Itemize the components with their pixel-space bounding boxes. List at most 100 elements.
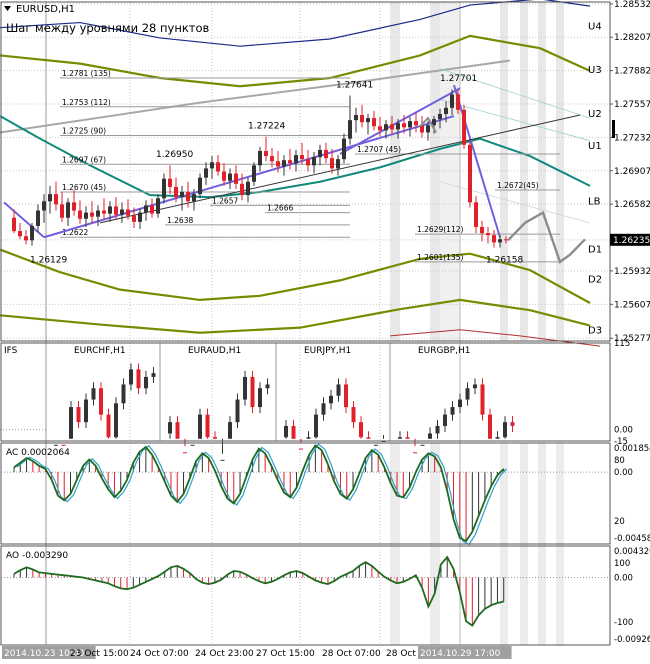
- mini-candle-body: [121, 384, 126, 404]
- x-tick-label: 2014.10.23 10:00: [4, 649, 85, 659]
- candle-body: [222, 171, 226, 181]
- candle-body: [96, 210, 100, 217]
- candle-body: [48, 194, 52, 202]
- level-name-label: U1: [588, 141, 602, 152]
- candle-body: [462, 109, 466, 145]
- candle-body: [204, 168, 208, 178]
- channel-line: [99, 114, 581, 224]
- candle-body: [390, 124, 394, 130]
- level-label: 1.2753 (112): [62, 98, 111, 107]
- level-label: 1.2629(112): [417, 225, 463, 234]
- mini-candle-body: [336, 384, 341, 396]
- mini-candle-body: [265, 384, 270, 389]
- candle-body: [102, 210, 106, 214]
- indicator-y-tick: 0.0043266: [614, 547, 650, 557]
- level-name-label: LB: [588, 196, 601, 207]
- indicator-y-tick: -0.0045871: [614, 534, 650, 544]
- candle-body: [72, 202, 76, 211]
- candle-body: [234, 173, 238, 184]
- price-marker-label: 1.27701: [440, 74, 477, 84]
- time-band: [520, 2, 528, 341]
- level-name-label: D3: [588, 326, 602, 337]
- candle-body: [132, 215, 136, 222]
- mini-candle-body: [374, 444, 378, 446]
- mini-candle-body: [420, 444, 425, 446]
- candle-body: [90, 212, 94, 217]
- candle-body: [492, 235, 496, 243]
- x-tick-label: 28 Oct 07:00: [322, 649, 381, 659]
- fan-line: [439, 181, 591, 224]
- pane-frame: [0, 1, 611, 342]
- indicator-y-tick: 0.00: [614, 574, 633, 584]
- signal-line: [16, 443, 508, 546]
- y-tick-label: 1.25277: [614, 334, 650, 344]
- mini-candle-body: [458, 399, 462, 408]
- mini-candle-body: [106, 414, 111, 438]
- mini-candle-body: [243, 376, 247, 400]
- candle-body: [306, 159, 310, 166]
- mini-candle-body: [359, 422, 363, 438]
- candle-body: [396, 123, 400, 130]
- level-label: 1.2670 (45): [62, 183, 106, 192]
- candle-body: [12, 217, 16, 232]
- candle-body: [456, 94, 460, 110]
- channel-line: [3, 201, 45, 238]
- candle-body: [378, 126, 382, 131]
- multi-y-tick: -15: [614, 437, 628, 447]
- main-chart-layer: 1.2781 (135) 1.2753 (112) 1.2725 (90) 1.269…: [0, 0, 602, 347]
- level-label: 1.2666: [267, 204, 293, 213]
- candle-body: [408, 121, 412, 128]
- envelope-d3: [0, 298, 591, 334]
- candle-body: [348, 120, 352, 139]
- candle-body: [342, 138, 346, 160]
- candle-body: [60, 204, 64, 218]
- indicator-line: [13, 444, 505, 543]
- time-band: [500, 2, 508, 341]
- multi-chart-layer: IFS EURCHF,H1 EURAUD,H1 EURJPY,H1 EURGBP,H1: [0, 343, 515, 461]
- projection-mark: [419, 116, 437, 133]
- mini-candle-body: [198, 414, 202, 439]
- candle-body: [36, 210, 40, 226]
- candle-body: [414, 121, 418, 126]
- mini-candle-body: [144, 376, 148, 389]
- price-marker-label: 1.26158: [486, 256, 523, 266]
- mini-candle-body: [220, 459, 225, 461]
- x-tick-label: 24 Oct 07:00: [130, 649, 189, 659]
- candle-body: [24, 236, 28, 241]
- mini-candle-body: [228, 422, 232, 439]
- candle-body: [162, 178, 166, 199]
- level-name-label: D2: [588, 274, 602, 285]
- envelope-u4: [0, 0, 591, 47]
- candle-body: [138, 212, 142, 222]
- mini-candle-body: [129, 369, 133, 385]
- mini-candle-body: [428, 433, 432, 439]
- candle-body: [498, 239, 502, 243]
- scroll-indicator: [612, 120, 615, 138]
- multi-pane-title: IFS: [4, 346, 18, 356]
- mini-candle-body: [291, 425, 296, 439]
- mini-candle-body: [495, 437, 500, 439]
- candle-body: [264, 150, 268, 157]
- mini-candle-body: [299, 448, 303, 450]
- current-price-label: 1.26235: [613, 236, 650, 246]
- candle-body: [30, 225, 34, 241]
- candle-body: [78, 210, 82, 219]
- candle-body: [18, 231, 22, 237]
- mini-candle-body: [329, 395, 333, 404]
- x-label-box: [2, 646, 96, 659]
- y-tick-label: 1.25932: [614, 267, 650, 277]
- channel-line: [339, 87, 461, 155]
- candle-body: [372, 118, 376, 127]
- fan-line: [439, 68, 591, 119]
- candle-body: [270, 156, 274, 162]
- mini-candle-body: [450, 407, 455, 415]
- candle-body: [294, 155, 298, 164]
- y-tick-label: 1.27557: [614, 100, 650, 110]
- candle-body: [114, 206, 118, 215]
- mini-candle-body: [473, 384, 477, 389]
- pane-frame: [0, 545, 611, 646]
- candle-body: [438, 113, 442, 120]
- x-tick-label: 27 Oct 15:00: [256, 649, 315, 659]
- fan-line: [439, 99, 591, 142]
